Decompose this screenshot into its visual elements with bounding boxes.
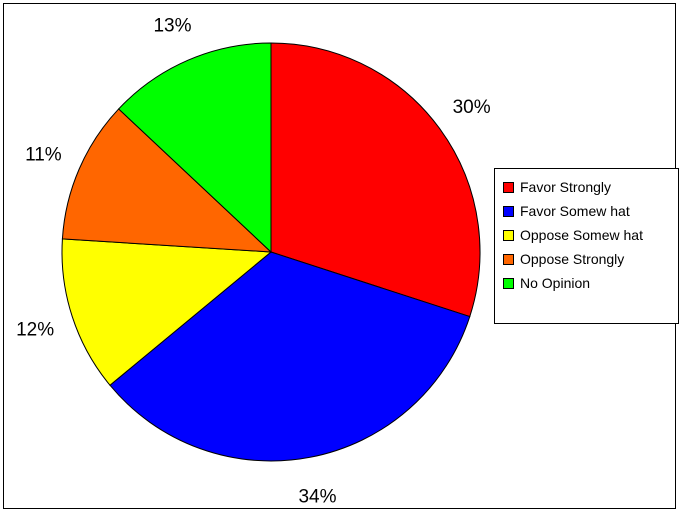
legend-label: Oppose Somew hat (520, 227, 643, 243)
data-label-oppose-strongly: 11% (25, 145, 62, 166)
pie-slice-no-opinion (117, 42, 272, 254)
legend-label: Favor Strongly (520, 179, 612, 195)
pie-slice-oppose-somew-hat (61, 238, 273, 386)
legend-item-favor-somewhat: Favor Somew hat (495, 199, 678, 223)
chart-legend: Favor Strongly Favor Somew hat Oppose So… (494, 168, 679, 324)
data-label-no-opinion: 13% (153, 15, 191, 36)
legend-swatch (503, 229, 514, 241)
legend-item-oppose-strongly: Oppose Strongly (495, 247, 678, 271)
pie-slice-favor-strongly (270, 42, 481, 318)
data-label-favor-strongly: 30% (453, 97, 491, 118)
data-label-favor-somew-hat: 34% (298, 487, 336, 508)
legend-label: Oppose Strongly (520, 251, 625, 267)
pie-slices (61, 42, 481, 462)
legend-swatch (503, 277, 514, 289)
legend-item-oppose-somewhat: Oppose Somew hat (495, 223, 678, 247)
pie-data-labels: 30% 34% 12% 11% 13% (16, 15, 491, 507)
legend-swatch (503, 205, 514, 217)
legend-item-favor-strongly: Favor Strongly (495, 175, 678, 199)
legend-label: Favor Somew hat (520, 203, 630, 219)
legend-label: No Opinion (520, 275, 591, 291)
legend-swatch (503, 181, 514, 193)
legend-swatch (503, 253, 514, 265)
pie-slice-favor-somew-hat (109, 251, 471, 462)
pie-slice-oppose-strongly (61, 108, 273, 253)
data-label-oppose-somew-hat: 12% (16, 320, 54, 341)
legend-item-no-opinion: No Opinion (495, 271, 678, 295)
